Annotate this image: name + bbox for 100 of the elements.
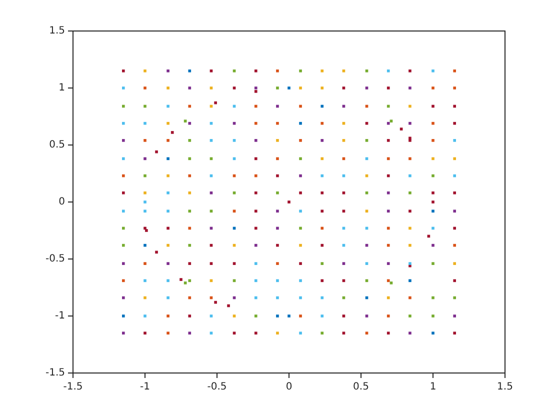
point [408,104,412,108]
point [432,244,434,247]
point [232,69,236,72]
point [432,86,434,90]
point [365,332,368,335]
point [144,157,146,160]
point [254,314,258,318]
point [299,69,302,72]
point [453,244,456,247]
point [166,86,170,90]
point [144,104,146,108]
point [432,296,434,300]
point [166,296,170,300]
point [299,314,302,318]
point [254,139,258,142]
point [432,139,434,142]
point [166,69,170,72]
point [166,174,170,178]
point [144,296,146,300]
x-tick-label: 1 [430,382,436,393]
point [188,191,192,194]
point [144,69,146,72]
point [342,262,346,265]
point [408,262,412,265]
point [432,122,434,125]
point [254,296,258,300]
point [122,226,125,230]
x-tick-label: 1.5 [497,382,513,393]
point [386,296,390,300]
point [254,86,258,90]
point [122,139,125,142]
point [166,314,170,318]
point [432,226,434,230]
point [320,122,324,125]
point [320,226,324,230]
point [122,210,125,213]
point [188,244,192,247]
point [365,86,368,90]
point [453,86,456,90]
point [144,174,146,178]
point [232,191,236,194]
point [122,86,125,90]
point [365,314,368,318]
x-tick-label: -0.5 [207,382,227,393]
point [232,122,236,125]
point [122,296,125,300]
point [320,314,324,318]
point [232,139,236,142]
point [144,122,146,125]
point [432,262,434,265]
point [276,210,279,213]
point [320,296,324,300]
point [386,210,390,213]
point [254,122,258,125]
point [453,139,456,142]
point [276,69,279,72]
point [453,262,456,265]
point [276,104,279,108]
point [453,174,456,178]
point [276,157,279,160]
point [299,332,302,335]
point [432,157,434,160]
point [210,314,213,318]
point [320,69,324,72]
point [184,282,187,284]
point [408,226,412,230]
point [144,210,146,213]
point [386,122,390,125]
point [188,139,192,142]
point [276,314,279,318]
point [144,244,146,247]
point [188,104,192,108]
point [254,104,258,108]
point [299,122,302,125]
point [386,157,390,160]
point [299,104,302,108]
point [232,314,236,318]
point [386,226,390,230]
point [299,296,302,300]
point [188,296,192,300]
point [386,69,390,72]
x-tick-label: -1 [140,382,150,393]
point [188,69,192,72]
y-tick-label: 0 [58,196,65,208]
point [122,332,125,335]
x-tick-label: 0.5 [353,382,369,393]
point [365,210,368,213]
point [210,279,213,282]
point [320,104,324,108]
point [210,139,213,142]
point [166,191,170,194]
point [210,86,213,90]
point [299,174,302,178]
point [166,157,170,160]
point [166,210,170,213]
point [144,314,146,318]
point [166,332,170,335]
point [276,262,279,265]
point [288,86,290,90]
point [276,139,279,142]
